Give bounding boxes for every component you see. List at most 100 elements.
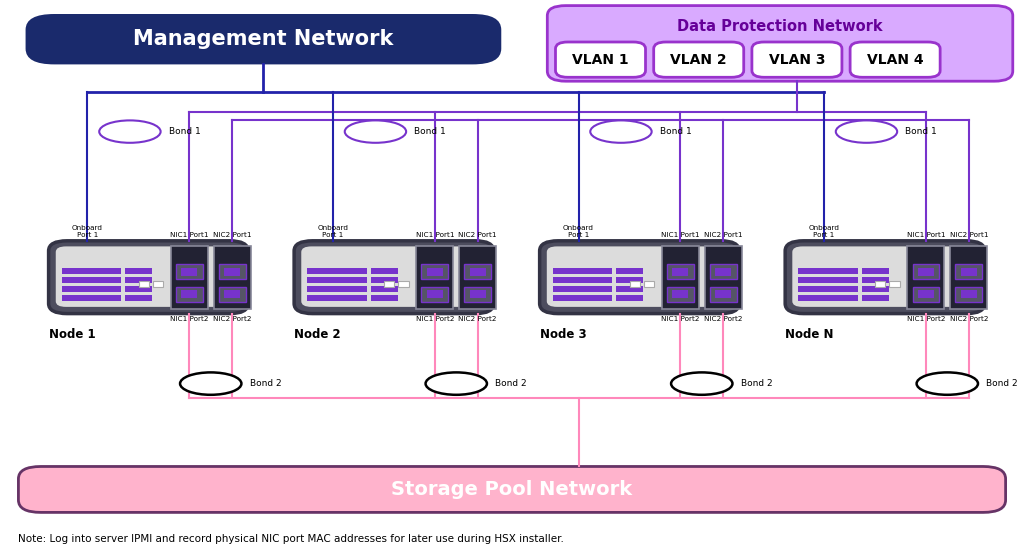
FancyBboxPatch shape [295,241,493,314]
Ellipse shape [836,120,897,143]
Text: Management Network: Management Network [133,29,394,49]
Bar [629,281,640,287]
Text: NIC2 Port1: NIC2 Port1 [213,232,252,238]
Bar [672,290,688,298]
Text: Bond 2: Bond 2 [495,379,527,388]
Bar [307,268,366,274]
Bar [875,281,885,287]
Text: Data Protection Network: Data Protection Network [677,20,883,34]
Text: NIC1 Port1: NIC1 Port1 [906,232,945,238]
Bar [219,264,246,279]
FancyBboxPatch shape [786,241,984,314]
Bar [798,268,857,274]
Bar [171,246,208,309]
Text: Node 2: Node 2 [295,328,341,340]
FancyBboxPatch shape [792,246,978,307]
Bar [181,290,197,298]
Text: NIC2 Port1: NIC2 Port1 [458,232,497,238]
FancyBboxPatch shape [48,241,248,314]
Bar [421,287,448,302]
Text: NIC1 Port1: NIC1 Port1 [170,232,209,238]
FancyBboxPatch shape [654,42,744,77]
Ellipse shape [671,372,732,395]
Bar [861,277,889,283]
FancyBboxPatch shape [55,246,241,307]
Bar [616,277,643,283]
Bar [552,295,612,301]
Bar [125,277,152,283]
Bar [616,286,643,292]
Text: Node 1: Node 1 [48,328,95,340]
Text: Node 3: Node 3 [540,328,586,340]
Bar [715,290,731,298]
Bar [667,287,694,302]
Bar [961,290,977,298]
Ellipse shape [99,120,161,143]
Text: NIC2 Port2: NIC2 Port2 [213,316,252,323]
Bar [616,295,643,301]
Bar [464,264,491,279]
Text: NIC2 Port2: NIC2 Port2 [458,316,497,323]
Bar [219,287,246,302]
Bar [384,281,394,287]
Ellipse shape [590,120,652,143]
Ellipse shape [345,120,406,143]
Text: Node N: Node N [786,328,834,340]
Bar [798,277,857,283]
FancyBboxPatch shape [301,246,487,307]
Bar [798,286,857,292]
Bar [552,277,612,283]
Bar [913,264,939,279]
Text: NIC1 Port2: NIC1 Port2 [661,316,700,323]
Bar [913,287,939,302]
Bar [421,264,448,279]
Text: VLAN 1: VLAN 1 [572,53,629,67]
Bar [176,264,203,279]
Text: NIC2 Port2: NIC2 Port2 [949,316,988,323]
FancyBboxPatch shape [26,14,501,64]
Bar [662,246,699,309]
Bar [918,290,934,298]
Text: VLAN 2: VLAN 2 [670,53,727,67]
Bar [552,268,612,274]
Bar [907,246,944,309]
Text: NIC1 Port2: NIC1 Port2 [415,316,454,323]
Text: VLAN 4: VLAN 4 [866,53,924,67]
Bar [470,290,486,298]
Bar [616,268,643,274]
Bar [307,295,366,301]
Bar [153,281,164,287]
Bar [181,268,197,276]
Bar [667,264,694,279]
Bar [427,268,443,276]
Bar [861,268,889,274]
Bar [224,268,240,276]
Ellipse shape [180,372,241,395]
Text: Bond 2: Bond 2 [250,379,281,388]
Bar [61,286,121,292]
FancyBboxPatch shape [18,466,1006,512]
Bar [224,290,240,298]
Bar [464,287,491,302]
Bar [61,277,121,283]
Text: Bond 1: Bond 1 [169,127,201,136]
Bar [416,246,453,309]
Bar [955,287,982,302]
FancyBboxPatch shape [850,42,940,77]
Text: Bond 1: Bond 1 [414,127,446,136]
Bar [138,281,149,287]
Bar [672,268,688,276]
FancyBboxPatch shape [555,42,646,77]
Bar [370,286,398,292]
Bar [715,268,731,276]
Text: Bond 2: Bond 2 [986,379,1018,388]
Ellipse shape [917,372,978,395]
Text: Onboard
Port 1: Onboard Port 1 [317,225,349,238]
Text: NIC1 Port2: NIC1 Port2 [170,316,209,323]
Bar [125,286,152,292]
Text: NIC1 Port1: NIC1 Port1 [661,232,700,238]
Bar [861,295,889,301]
Text: NIC1 Port1: NIC1 Port1 [415,232,454,238]
Bar [307,286,366,292]
Bar [427,290,443,298]
